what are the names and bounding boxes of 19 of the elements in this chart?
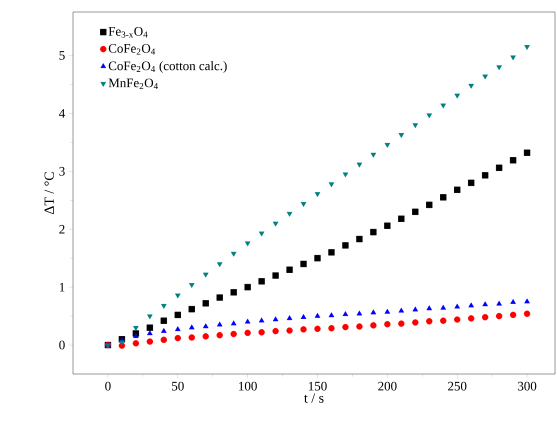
x-tick-label: 150 <box>308 382 327 391</box>
y-tick-label: 1 <box>60 282 64 292</box>
x-tick-label: 250 <box>448 382 466 391</box>
legend-label: CoFe$_{2}$O$_{4}$ (cotton calc.) <box>108 61 227 73</box>
x-tick-label: 50 <box>172 382 184 391</box>
x-tick-label: 0 <box>105 382 111 391</box>
y-tick-label: 4 <box>59 109 66 118</box>
y-tick-label: 0 <box>59 340 65 350</box>
legend-label: MnFe$_{2}$O$_{4}$ <box>108 78 158 90</box>
y-tick-label: 2 <box>59 224 65 234</box>
x-tick-label: 100 <box>239 382 257 391</box>
y-tick-label: 5 <box>60 51 65 60</box>
y-axis-title: ΔT / °C <box>44 172 54 214</box>
x-tick-label: 200 <box>378 382 397 391</box>
legend-label: CoFe$_{2}$O$_{4}$ <box>108 44 156 55</box>
x-tick-label: 300 <box>518 382 536 391</box>
y-tick-label: 3 <box>59 166 65 176</box>
legend-label: Fe$_{3-x}$O$_{4}$ <box>108 27 148 38</box>
x-axis-title: t / s <box>304 393 324 403</box>
